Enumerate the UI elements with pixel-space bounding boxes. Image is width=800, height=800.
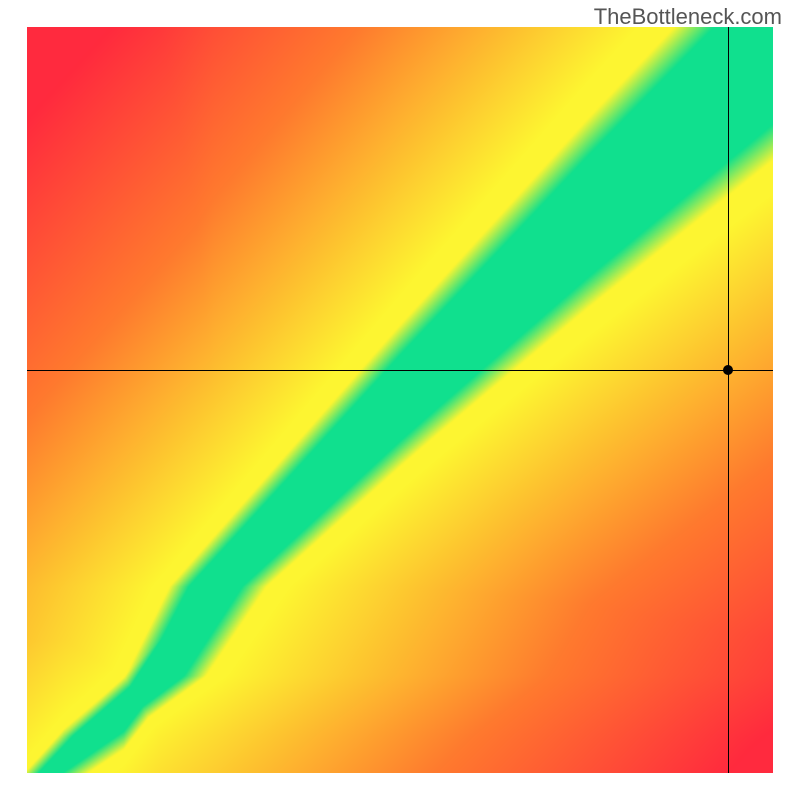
crosshair-vertical — [728, 27, 729, 773]
marker-dot — [723, 365, 733, 375]
watermark-text: TheBottleneck.com — [594, 4, 782, 30]
plot-area — [27, 27, 773, 773]
chart-container: TheBottleneck.com — [0, 0, 800, 800]
heatmap-canvas — [27, 27, 773, 773]
crosshair-horizontal — [27, 370, 773, 371]
